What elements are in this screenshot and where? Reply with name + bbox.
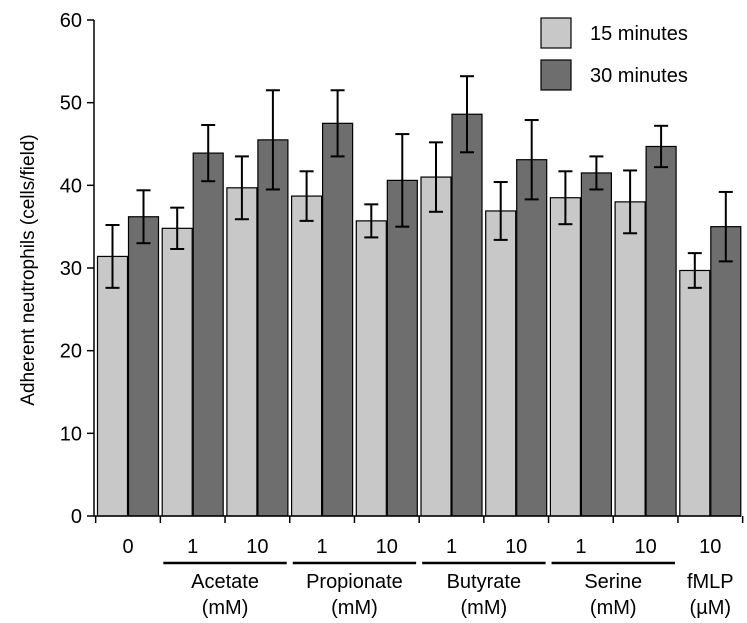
bar — [710, 226, 742, 517]
x-tick-label: 1 — [446, 536, 457, 558]
bar — [192, 152, 224, 517]
x-axis: 0 1 10 1 10 1 10 1 10 10 Acetate (mM) Propionate (mM)… — [94, 515, 744, 619]
y-tick-label: 60 — [60, 10, 82, 32]
y-tick-label: 0 — [71, 506, 82, 528]
x-tick-label: 10 — [246, 536, 268, 558]
legend-swatch — [540, 59, 572, 91]
y-axis-label: Adherent neutrophils (cells/field) — [18, 134, 39, 405]
bar — [291, 195, 323, 517]
bar — [355, 220, 387, 517]
x-tick-label: 1 — [317, 536, 328, 558]
legend-swatch — [540, 17, 572, 49]
bar — [679, 269, 711, 517]
x-tick-label: 10 — [376, 536, 398, 558]
x-tick-label: 1 — [575, 536, 586, 558]
group-label: Propionate — [306, 571, 403, 593]
legend-label: 15 minutes — [590, 23, 688, 45]
bar — [96, 255, 129, 517]
y-tick-label: 30 — [60, 258, 82, 280]
y-tick-label: 10 — [60, 423, 82, 445]
x-tick-label: 10 — [634, 536, 656, 558]
x-tick-label: 1 — [187, 536, 198, 558]
bar — [645, 145, 677, 517]
y-tick-label: 20 — [60, 341, 82, 363]
group-label: Acetate — [191, 571, 259, 593]
x-tick-label: 0 — [122, 536, 133, 558]
bar — [614, 201, 646, 517]
bar — [322, 122, 354, 517]
group-label: fMLP — [687, 571, 734, 593]
group-unit-label: (µM) — [690, 597, 732, 619]
bar — [451, 113, 483, 517]
group-label: Serine — [584, 571, 642, 593]
bar — [161, 227, 193, 517]
x-tick-label: 10 — [505, 536, 527, 558]
bar — [420, 176, 452, 517]
bar — [127, 216, 160, 517]
bar — [257, 139, 289, 517]
group-unit-label: (mM) — [590, 597, 637, 619]
bar — [226, 187, 258, 517]
bar — [549, 197, 582, 517]
bars — [96, 75, 742, 517]
bar — [386, 179, 418, 517]
x-tick-label: 10 — [699, 536, 721, 558]
y-axis: 0 10 20 30 40 50 60 — [60, 10, 95, 528]
y-tick-label: 50 — [60, 93, 82, 115]
group-unit-label: (mM) — [461, 597, 508, 619]
bar — [516, 159, 548, 517]
group-label: Butyrate — [447, 571, 521, 593]
y-tick-label: 40 — [60, 175, 82, 197]
bar — [580, 172, 613, 517]
group-unit-label: (mM) — [202, 597, 249, 619]
legend-label: 30 minutes — [590, 65, 688, 87]
group-unit-label: (mM) — [331, 597, 378, 619]
legend: 15 minutes 30 minutes — [540, 17, 688, 91]
bar — [485, 210, 517, 517]
